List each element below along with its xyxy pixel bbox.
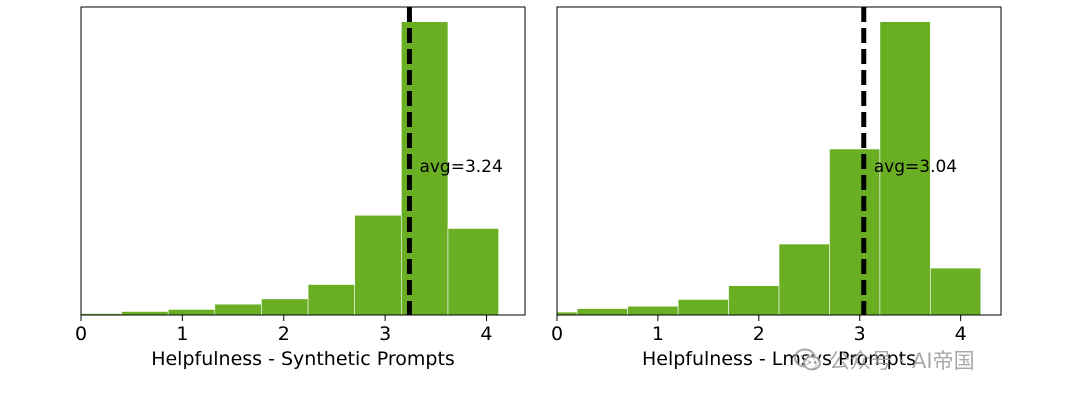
watermark: 公众号 · AI帝国 — [793, 342, 975, 378]
x-tick-label: 0 — [75, 323, 87, 345]
histogram-bar — [879, 21, 931, 316]
x-tick-label: 0 — [551, 323, 563, 345]
histogram-bar — [214, 303, 262, 316]
x-tick-label: 2 — [753, 323, 765, 345]
histogram-bar — [930, 267, 982, 316]
histogram-bar — [121, 311, 169, 316]
histogram-bar — [677, 299, 729, 316]
average-label: avg=3.24 — [419, 157, 502, 177]
watermark-text: 公众号 · AI帝国 — [829, 349, 975, 373]
x-tick-label: 3 — [379, 323, 391, 345]
x-tick-label: 1 — [652, 323, 664, 345]
x-tick-label: 1 — [176, 323, 188, 345]
x-tick-label: 4 — [480, 323, 492, 345]
histogram-bar — [728, 285, 780, 316]
histogram-bar — [261, 298, 309, 316]
average-label: avg=3.04 — [874, 157, 957, 177]
histogram-bar — [778, 243, 830, 316]
chart-panel-1: avg=3.24 0 1 2 3 4 Helpfulness - Synthetic Pro… — [75, 6, 526, 370]
x-tick-label: 2 — [278, 323, 290, 345]
histogram-bar — [307, 284, 355, 316]
histogram-bar — [447, 228, 499, 316]
histogram-bar — [354, 214, 402, 316]
histogram-bar — [576, 308, 628, 316]
wechat-logo-icon — [794, 348, 821, 371]
x-tick-label: 3 — [854, 323, 866, 345]
histogram-bar — [627, 305, 679, 316]
histogram-bar — [829, 148, 881, 316]
axes-frame — [80, 6, 526, 316]
x-axis-label: Helpfulness - Synthetic Prompts — [151, 348, 455, 370]
x-axis-label: Helpfulness - Lmsys Prompts — [642, 348, 916, 370]
histogram-bar — [167, 309, 216, 316]
chart-panel-2: avg=3.04 0 1 2 3 4 Helpfulness - Lmsys Prompts — [551, 6, 1002, 370]
axes-frame — [556, 6, 1002, 316]
x-tick-label: 4 — [955, 323, 967, 345]
